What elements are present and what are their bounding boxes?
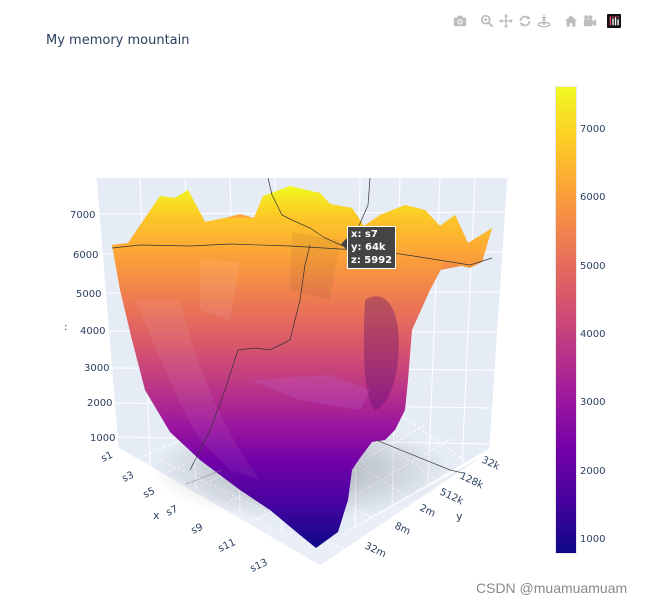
colorbar-tick: 4000	[580, 329, 606, 340]
x-tick: s3	[121, 470, 136, 485]
x-tick: s11	[217, 537, 238, 555]
y-tick: 512k	[438, 487, 465, 508]
zoom-icon[interactable]	[479, 13, 495, 29]
y-tick: 32m	[363, 541, 388, 560]
surface-body	[112, 186, 492, 548]
y-tick: 128k	[458, 471, 485, 492]
modebar	[452, 13, 621, 29]
y-tick: 8m	[393, 521, 412, 538]
hover-y: y: 64k	[351, 242, 386, 253]
colorbar-tick: 2000	[580, 466, 606, 477]
hover-tooltip-arrow	[341, 238, 347, 250]
home-icon[interactable]	[563, 13, 579, 29]
pan-icon[interactable]	[498, 13, 514, 29]
z-tick: 4000	[80, 326, 105, 337]
z-tick: 2000	[87, 398, 112, 409]
z-tick: 3000	[84, 363, 109, 374]
colorbar-tick: 1000	[580, 534, 606, 545]
x-tick: s7	[165, 504, 180, 519]
y-tick: 32k	[480, 455, 502, 473]
x-tick: s5	[142, 486, 157, 501]
z-axis-title: :	[64, 322, 67, 333]
z-tick: 1000	[90, 433, 115, 444]
hover-tooltip: x: s7 y: 64k z: 5992	[347, 226, 397, 269]
plotly-logo-icon[interactable]	[607, 14, 621, 28]
x-tick: s1	[100, 450, 115, 465]
chart-title: My memory mountain	[46, 33, 190, 48]
y-axis-title: y	[456, 510, 463, 523]
x-tick: s13	[249, 557, 270, 575]
z-axis-ticks: 7000 6000 5000 4000 3000 2000 1000	[70, 210, 115, 444]
x-axis-title: x	[153, 509, 160, 522]
orbit-rotation-icon[interactable]	[517, 13, 533, 29]
hover-z: z: 5992	[351, 255, 393, 266]
hover-spike-lines	[111, 177, 493, 485]
y-tick: 2m	[418, 503, 437, 520]
z-tick: 5000	[76, 289, 101, 300]
hover-x: x: s7	[351, 229, 378, 240]
camera-icon[interactable]	[452, 13, 468, 29]
colorbar-tick: 5000	[580, 261, 606, 272]
colorbar-tick: 3000	[580, 397, 606, 408]
x-tick: s9	[190, 522, 205, 537]
colorbar-tick: 6000	[580, 192, 606, 203]
camera-last-save-icon[interactable]	[582, 13, 598, 29]
watermark: CSDN @muamuamuam	[476, 580, 628, 596]
colorbar-tick: 7000	[580, 124, 606, 135]
colorbar	[555, 86, 577, 554]
turntable-rotation-icon[interactable]	[536, 13, 552, 29]
z-tick: 6000	[73, 250, 98, 261]
z-tick: 7000	[70, 210, 95, 221]
